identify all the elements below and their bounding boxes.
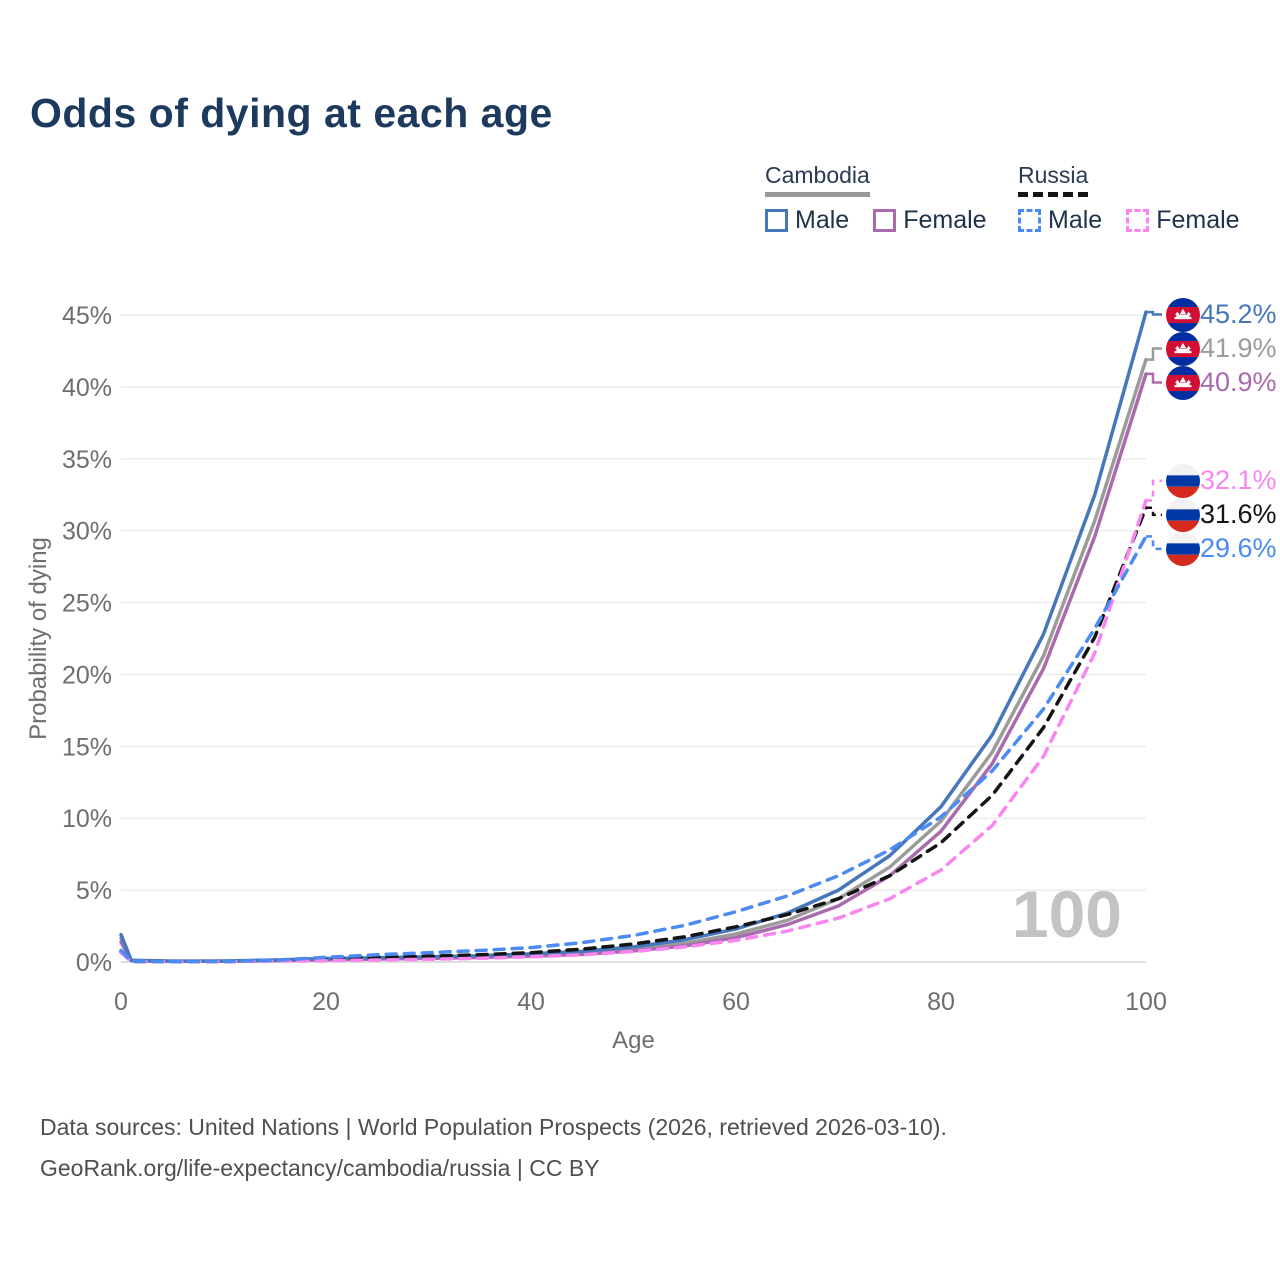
end-label-value: 40.9% bbox=[1200, 367, 1277, 398]
y-tick-label: 15% bbox=[62, 733, 112, 761]
chart-title: Odds of dying at each age bbox=[30, 90, 553, 136]
y-tick-label: 10% bbox=[62, 805, 112, 833]
end-label-leader bbox=[1146, 506, 1162, 517]
legend-item-label: Male bbox=[1048, 206, 1103, 234]
x-tick-label: 100 bbox=[1125, 988, 1167, 1016]
legend-item-russia-male[interactable]: Male bbox=[1018, 206, 1102, 235]
legend-item-label: Female bbox=[903, 206, 987, 234]
series-line-russia-male[interactable] bbox=[119, 534, 1148, 964]
watermark-age-100: 100 bbox=[1011, 877, 1122, 951]
legend-swatch-solid bbox=[765, 209, 788, 232]
legend-group-russia: Russia Male Female bbox=[1018, 162, 1240, 235]
y-tick-label: 40% bbox=[62, 374, 112, 402]
legend-swatch-dashed bbox=[1126, 209, 1150, 232]
end-label-value: 29.6% bbox=[1200, 533, 1277, 564]
end-label-value: 41.9% bbox=[1200, 333, 1277, 364]
x-tick-label: 60 bbox=[722, 988, 750, 1016]
x-tick-label: 40 bbox=[517, 988, 545, 1016]
russia-flag-icon bbox=[1166, 497, 1200, 532]
end-label-russia-male: 29.6% bbox=[1166, 531, 1277, 566]
end-label-leader bbox=[1146, 347, 1162, 361]
end-label-leader bbox=[1146, 535, 1162, 551]
legend-item-label: Female bbox=[1156, 206, 1240, 234]
legend-item-russia-female[interactable]: Female bbox=[1126, 206, 1240, 235]
series-line-cambodia-female[interactable] bbox=[119, 372, 1148, 964]
end-label-russia-both: 31.6% bbox=[1166, 497, 1277, 532]
y-tick-label: 0% bbox=[76, 949, 112, 977]
legend: Cambodia Male Female Russia Male Female bbox=[0, 162, 1280, 252]
legend-swatch-dashed bbox=[1018, 209, 1041, 232]
y-tick-label: 45% bbox=[62, 302, 112, 330]
legend-swatch-solid bbox=[873, 209, 897, 232]
source-line-1: Data sources: United Nations | World Pop… bbox=[40, 1114, 947, 1140]
x-tick-label: 0 bbox=[114, 988, 128, 1016]
y-tick-label: 25% bbox=[62, 590, 112, 618]
end-label-value: 31.6% bbox=[1200, 499, 1277, 530]
end-label-value: 45.2% bbox=[1200, 299, 1277, 330]
x-tick-label: 20 bbox=[312, 988, 340, 1016]
end-label-leader bbox=[1146, 479, 1162, 502]
russia-flag-icon bbox=[1166, 463, 1200, 498]
end-label-value: 32.1% bbox=[1200, 465, 1277, 496]
legend-item-cambodia-female[interactable]: Female bbox=[873, 206, 987, 235]
y-tick-label: 20% bbox=[62, 661, 112, 689]
source-line-2: GeoRank.org/life-expectancy/cambodia/rus… bbox=[40, 1155, 600, 1181]
x-tick-label: 80 bbox=[927, 988, 955, 1016]
legend-country-russia: Russia bbox=[1018, 162, 1089, 197]
y-tick-label: 30% bbox=[62, 518, 112, 546]
cambodia-flag-icon bbox=[1166, 297, 1200, 332]
cambodia-flag-icon bbox=[1166, 365, 1200, 400]
series-line-cambodia-male[interactable] bbox=[119, 310, 1148, 963]
cambodia-flag-icon bbox=[1166, 331, 1200, 366]
end-label-russia-female: 32.1% bbox=[1166, 463, 1277, 498]
source-note: Data sources: United Nations | World Pop… bbox=[40, 1107, 947, 1189]
end-label-cambodia-female: 40.9% bbox=[1166, 365, 1277, 400]
y-tick-label: 35% bbox=[62, 446, 112, 474]
russia-flag-icon bbox=[1166, 531, 1200, 566]
legend-item-label: Male bbox=[795, 206, 850, 234]
y-axis-title: Probability of dying bbox=[25, 537, 52, 740]
y-tick-label: 5% bbox=[76, 877, 112, 905]
legend-group-cambodia: Cambodia Male Female bbox=[765, 162, 987, 235]
legend-item-cambodia-male[interactable]: Male bbox=[765, 206, 849, 235]
end-label-cambodia-both: 41.9% bbox=[1166, 331, 1277, 366]
x-axis-title: Age bbox=[612, 1027, 655, 1054]
end-label-leader bbox=[1146, 372, 1162, 384]
end-label-leader bbox=[1146, 310, 1162, 316]
legend-country-cambodia: Cambodia bbox=[765, 162, 870, 197]
series-line-cambodia-both[interactable] bbox=[119, 357, 1148, 964]
end-label-cambodia-male: 45.2% bbox=[1166, 297, 1277, 332]
